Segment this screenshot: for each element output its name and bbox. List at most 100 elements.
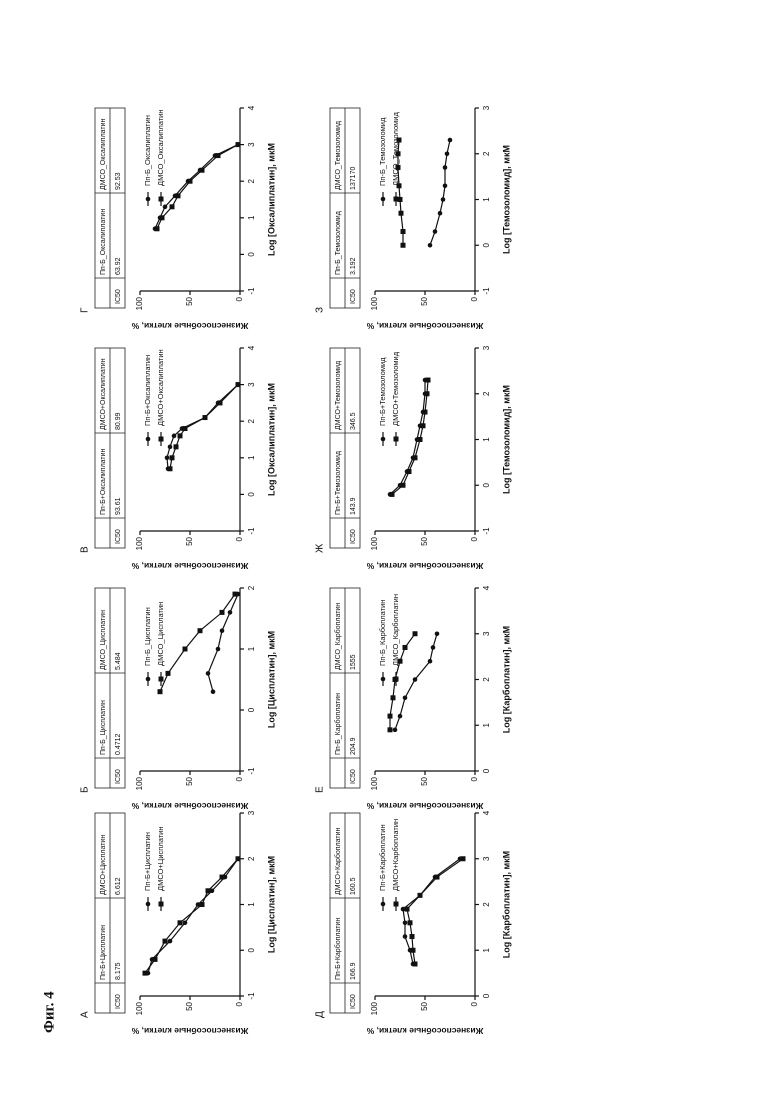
x-tick-label: -1: [247, 992, 256, 1000]
data-marker: [408, 920, 413, 925]
x-tick-label: 0: [482, 482, 491, 487]
x-tick-label: 1: [482, 722, 491, 727]
data-marker: [216, 153, 221, 158]
table-row-label: IC50: [350, 289, 357, 304]
series-line: [155, 145, 238, 229]
data-marker: [220, 610, 225, 615]
data-marker: [170, 204, 175, 209]
data-marker: [421, 423, 426, 428]
data-marker: [443, 165, 448, 170]
y-tick-label: 100: [370, 536, 379, 550]
x-tick-label: 2: [482, 677, 491, 682]
x-tick-label: 1: [482, 437, 491, 442]
data-marker: [390, 492, 395, 497]
x-tick-label: 0: [482, 242, 491, 247]
legend-label: ДМСО_Цисплатин: [156, 602, 165, 666]
y-tick-label: 100: [135, 776, 144, 790]
data-marker: [413, 455, 418, 460]
data-marker: [163, 205, 168, 210]
x-tick-label: 1: [482, 947, 491, 952]
x-tick-label: 1: [247, 215, 256, 220]
panel-label: Ж: [315, 543, 326, 553]
panel-label: Е: [315, 786, 326, 793]
x-tick-label: 0: [482, 993, 491, 998]
y-tick-label: 50: [185, 296, 194, 305]
legend-label: Пп-Б_Оксалиплатин: [143, 115, 152, 186]
x-tick-label: 3: [482, 856, 491, 861]
legend-marker: [146, 437, 151, 442]
series-line: [157, 145, 238, 229]
y-tick-label: 50: [185, 1001, 194, 1010]
data-marker: [393, 728, 398, 733]
data-marker: [388, 714, 393, 719]
table-header: ДМСО_Темозоломид: [335, 121, 342, 190]
series-line: [160, 594, 235, 692]
data-marker: [178, 920, 183, 925]
x-tick-label: 2: [247, 178, 256, 183]
legend-label: ДМСО_Карбоплатин: [391, 594, 400, 666]
x-tick-label: -1: [482, 287, 491, 295]
data-marker: [163, 939, 168, 944]
y-tick-label: 100: [135, 296, 144, 310]
data-marker: [411, 948, 416, 953]
table-header: Пп-Б+Карбоплатин: [334, 918, 342, 980]
table-row-label: IC50: [350, 994, 357, 1009]
table-cell: 143.9: [350, 497, 357, 515]
data-marker: [410, 934, 415, 939]
data-marker: [211, 689, 216, 694]
panel-label: А: [80, 1011, 91, 1018]
legend-label: ДМСО+Темозоломид: [391, 351, 400, 426]
x-tick-label: 3: [247, 142, 256, 147]
x-axis-label: Log [Оксалиплатин], мкМ: [266, 143, 276, 256]
panel-label: З: [315, 307, 326, 313]
data-marker: [418, 437, 423, 442]
series-line: [170, 385, 238, 469]
data-marker: [153, 957, 158, 962]
data-marker: [435, 631, 440, 636]
legend-marker: [381, 437, 386, 442]
legend-label: ДМСО_Темозоломид: [391, 112, 400, 186]
y-tick-label: 100: [370, 1001, 379, 1015]
data-marker: [176, 193, 181, 198]
x-tick-label: 2: [482, 902, 491, 907]
y-tick-label: 100: [135, 536, 144, 550]
legend-label: Пп-Б_Темозоломид: [378, 117, 387, 186]
data-marker: [166, 671, 171, 676]
y-axis-label: Жизнеспособные клетки, %: [131, 321, 249, 331]
data-marker: [438, 211, 443, 216]
data-marker: [431, 645, 436, 650]
legend-marker: [159, 902, 164, 907]
x-tick-label: -1: [247, 767, 256, 775]
figure-page: Фиг. 4 АПп-Б+Цисплатин8.175ДМСО+Цисплати…: [0, 0, 780, 1103]
table-row-label: IC50: [115, 289, 122, 304]
panel-label: В: [80, 546, 91, 553]
data-marker: [413, 677, 418, 682]
x-tick-label: 3: [247, 382, 256, 387]
x-tick-label: 0: [247, 707, 256, 712]
series-line: [208, 594, 238, 692]
x-tick-label: 2: [482, 151, 491, 156]
x-tick-label: 1: [247, 646, 256, 651]
legend-marker: [394, 902, 399, 907]
data-marker: [398, 714, 403, 719]
y-tick-label: 0: [470, 536, 479, 541]
table-cell: 93.61: [115, 497, 122, 515]
panel-label: Г: [80, 307, 91, 313]
table-header: ДМСО_Карбоплатин: [334, 603, 342, 670]
table-row-label: IC50: [115, 769, 122, 784]
x-tick-label: -1: [247, 287, 256, 295]
legend-label: Пп-Б+Оксалиплатин: [143, 355, 152, 426]
table-header: Пп-Б_Оксалиплатин: [100, 209, 107, 275]
legend-marker: [146, 197, 151, 202]
x-axis-label: Log [Цисплатин], мкМ: [266, 631, 276, 728]
data-marker: [433, 229, 438, 234]
legend-marker: [381, 677, 386, 682]
x-tick-label: 0: [247, 492, 256, 497]
data-marker: [178, 433, 183, 438]
data-marker: [183, 426, 188, 431]
rotated-figure: Фиг. 4 АПп-Б+Цисплатин8.175ДМСО+Цисплати…: [41, 105, 511, 1036]
x-tick-label: 3: [482, 345, 491, 350]
x-axis-label: Log [Темозоломид], мкМ: [501, 385, 511, 494]
table-header: Пп-Б+Цисплатин: [100, 925, 107, 980]
data-marker: [405, 907, 410, 912]
